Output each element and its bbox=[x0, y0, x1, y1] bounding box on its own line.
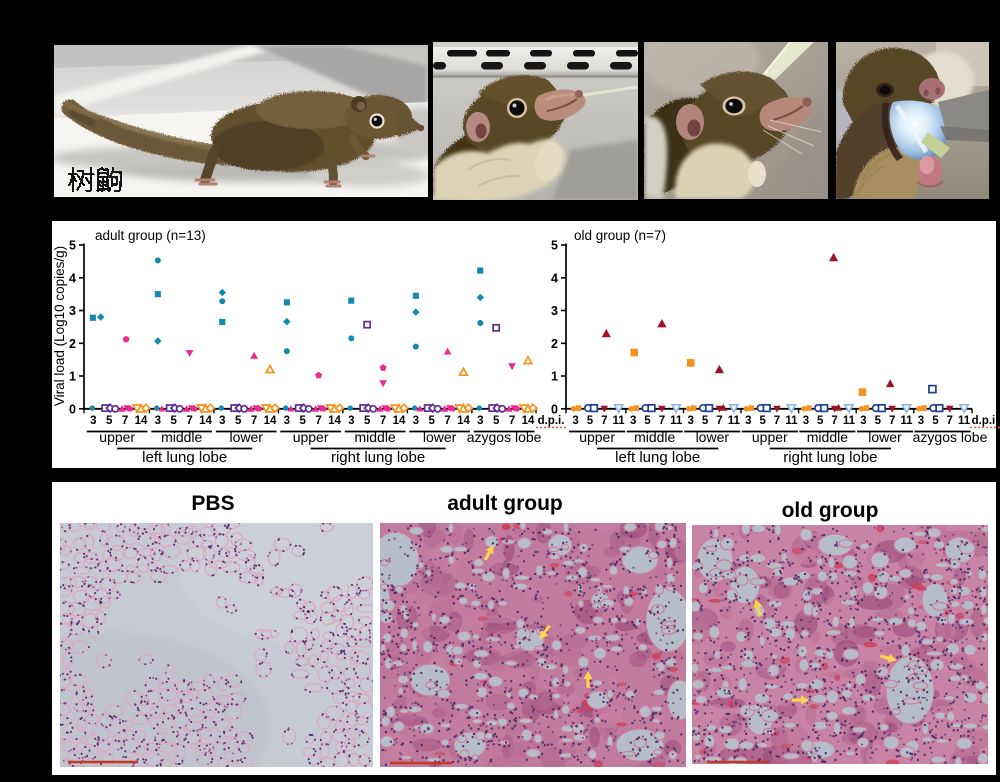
svg-text:2: 2 bbox=[69, 337, 76, 351]
svg-text:upper: upper bbox=[293, 429, 329, 445]
svg-text:0: 0 bbox=[551, 402, 558, 416]
svg-text:7: 7 bbox=[831, 415, 837, 427]
svg-text:5: 5 bbox=[587, 415, 594, 427]
svg-text:3: 3 bbox=[918, 415, 924, 427]
svg-text:middle: middle bbox=[634, 429, 675, 445]
svg-text:3: 3 bbox=[284, 415, 290, 427]
svg-text:7: 7 bbox=[774, 415, 780, 427]
svg-text:azygos lobe: azygos lobe bbox=[913, 429, 988, 445]
svg-text:5: 5 bbox=[932, 415, 939, 427]
svg-text:1: 1 bbox=[551, 370, 558, 384]
svg-text:adult group (n=13): adult group (n=13) bbox=[95, 228, 206, 243]
svg-text:old group: old group bbox=[782, 499, 879, 522]
svg-text:0: 0 bbox=[69, 402, 76, 416]
svg-text:azygos lobe: azygos lobe bbox=[467, 429, 542, 445]
svg-text:PBS: PBS bbox=[191, 492, 234, 515]
svg-text:5: 5 bbox=[759, 415, 766, 427]
svg-text:7: 7 bbox=[444, 415, 450, 427]
svg-text:left lung lobe: left lung lobe bbox=[615, 449, 700, 466]
svg-text:11: 11 bbox=[958, 415, 971, 427]
svg-text:lower: lower bbox=[696, 429, 730, 445]
svg-text:3: 3 bbox=[155, 415, 161, 427]
svg-text:7: 7 bbox=[122, 415, 128, 427]
svg-text:3: 3 bbox=[630, 415, 636, 427]
svg-text:5: 5 bbox=[364, 415, 371, 427]
svg-text:upper: upper bbox=[752, 429, 788, 445]
svg-text:7: 7 bbox=[716, 415, 722, 427]
svg-text:5: 5 bbox=[702, 415, 709, 427]
svg-text:2: 2 bbox=[551, 337, 558, 351]
svg-text:5: 5 bbox=[493, 415, 500, 427]
svg-text:3: 3 bbox=[69, 304, 76, 318]
svg-text:14: 14 bbox=[135, 415, 148, 427]
svg-text:3: 3 bbox=[477, 415, 483, 427]
svg-text:7: 7 bbox=[659, 415, 665, 427]
svg-text:lower: lower bbox=[868, 429, 902, 445]
svg-text:14: 14 bbox=[457, 415, 470, 427]
svg-text:3: 3 bbox=[572, 415, 578, 427]
svg-text:upper: upper bbox=[579, 429, 615, 445]
svg-text:14: 14 bbox=[264, 415, 277, 427]
svg-text:7: 7 bbox=[946, 415, 952, 427]
svg-text:5: 5 bbox=[817, 415, 824, 427]
svg-text:5: 5 bbox=[69, 239, 76, 253]
svg-text:right lung lobe: right lung lobe bbox=[783, 449, 877, 466]
svg-text:right lung lobe: right lung lobe bbox=[331, 449, 425, 466]
svg-text:3: 3 bbox=[551, 304, 558, 318]
svg-text:middle: middle bbox=[161, 429, 202, 445]
svg-text:adult group: adult group bbox=[447, 492, 562, 515]
svg-text:14: 14 bbox=[328, 415, 341, 427]
svg-text:7: 7 bbox=[315, 415, 321, 427]
svg-text:4: 4 bbox=[551, 271, 558, 285]
svg-text:11: 11 bbox=[900, 415, 913, 427]
svg-text:5: 5 bbox=[551, 239, 558, 253]
svg-text:5: 5 bbox=[299, 415, 306, 427]
svg-text:1: 1 bbox=[69, 370, 76, 384]
svg-text:11: 11 bbox=[843, 415, 856, 427]
svg-text:middle: middle bbox=[807, 429, 848, 445]
svg-text:old group (n=7): old group (n=7) bbox=[574, 228, 666, 243]
svg-text:lower: lower bbox=[229, 429, 263, 445]
svg-text:4: 4 bbox=[69, 271, 76, 285]
svg-text:3: 3 bbox=[219, 415, 225, 427]
svg-text:14: 14 bbox=[199, 415, 212, 427]
svg-text:7: 7 bbox=[509, 415, 515, 427]
svg-text:3: 3 bbox=[348, 415, 354, 427]
svg-text:5: 5 bbox=[235, 415, 242, 427]
svg-text:d.p.i.: d.p.i. bbox=[538, 415, 565, 427]
svg-text:5: 5 bbox=[875, 415, 882, 427]
svg-text:7: 7 bbox=[251, 415, 257, 427]
svg-text:lower: lower bbox=[423, 429, 457, 445]
svg-text:5: 5 bbox=[170, 415, 177, 427]
svg-text:middle: middle bbox=[354, 429, 395, 445]
svg-text:3: 3 bbox=[745, 415, 751, 427]
svg-text:14: 14 bbox=[522, 415, 535, 427]
svg-text:3: 3 bbox=[803, 415, 809, 427]
svg-text:5: 5 bbox=[106, 415, 113, 427]
svg-text:14: 14 bbox=[393, 415, 406, 427]
svg-text:7: 7 bbox=[380, 415, 386, 427]
svg-text:11: 11 bbox=[728, 415, 741, 427]
svg-text:upper: upper bbox=[99, 429, 135, 445]
svg-text:7: 7 bbox=[889, 415, 895, 427]
svg-text:left lung lobe: left lung lobe bbox=[142, 449, 227, 466]
svg-text:3: 3 bbox=[413, 415, 419, 427]
svg-text:3: 3 bbox=[860, 415, 866, 427]
svg-text:11: 11 bbox=[785, 415, 798, 427]
svg-text:11: 11 bbox=[613, 415, 626, 427]
svg-text:d.p.i.: d.p.i. bbox=[972, 415, 999, 427]
svg-text:7: 7 bbox=[601, 415, 607, 427]
svg-text:11: 11 bbox=[670, 415, 683, 427]
svg-text:5: 5 bbox=[644, 415, 651, 427]
svg-text:Viral load (Log10 copies/g): Viral load (Log10 copies/g) bbox=[52, 246, 67, 406]
svg-text:3: 3 bbox=[687, 415, 693, 427]
svg-text:3: 3 bbox=[90, 415, 96, 427]
svg-text:7: 7 bbox=[186, 415, 192, 427]
svg-text:5: 5 bbox=[428, 415, 435, 427]
